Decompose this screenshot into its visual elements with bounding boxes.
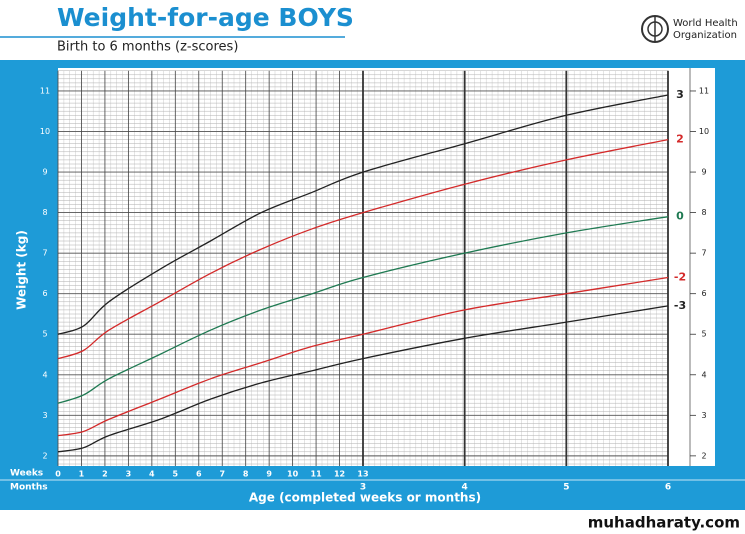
month-tick-label: 3 <box>360 483 366 493</box>
y-tick-label: 8 <box>701 208 706 217</box>
grid <box>57 70 696 466</box>
months-label: Months <box>10 483 48 493</box>
month-tick-label: 6 <box>665 483 671 493</box>
weeks-label: Weeks <box>10 469 43 479</box>
week-tick-label: 6 <box>196 470 202 479</box>
week-tick-label: 5 <box>173 470 179 479</box>
week-tick-label: 11 <box>311 470 323 479</box>
title: Weight-for-age BOYS <box>57 3 354 32</box>
z-score-line <box>57 138 669 360</box>
week-tick-label: 12 <box>334 470 345 479</box>
y-tick-label: 10 <box>699 127 709 136</box>
y-tick-label: 6 <box>701 289 706 298</box>
y-tick-label: 5 <box>42 330 47 339</box>
y-tick-label: 11 <box>699 86 709 95</box>
month-tick-label: 4 <box>462 483 468 493</box>
org-name: World Health <box>673 18 738 29</box>
org-name: Organization <box>673 30 737 41</box>
watermark: muhadharaty.com <box>588 514 740 532</box>
subtitle: Birth to 6 months (z-scores) <box>57 40 238 55</box>
week-tick-label: 13 <box>357 470 368 479</box>
legend-label: -2 <box>674 270 686 283</box>
week-tick-label: 2 <box>102 470 108 479</box>
y-tick-label: 7 <box>701 249 706 258</box>
y-tick-label: 8 <box>42 208 47 217</box>
y-tick-label: 2 <box>42 451 47 460</box>
z-score-line <box>57 94 669 335</box>
week-tick-label: 7 <box>219 470 225 479</box>
z-score-line <box>57 305 669 453</box>
watermark-bg <box>590 512 745 534</box>
y-tick-label: 10 <box>40 127 50 136</box>
y-tick-label: 3 <box>42 411 47 420</box>
week-tick-label: 3 <box>126 470 132 479</box>
week-tick-label: 0 <box>55 470 61 479</box>
legend-label: 3 <box>676 88 684 101</box>
legend-label: 0 <box>676 210 684 223</box>
y-tick-label: 9 <box>701 168 706 177</box>
marks <box>57 94 669 453</box>
y-tick-label: 4 <box>42 370 47 379</box>
z-score-line <box>57 216 669 404</box>
y-tick-label: 9 <box>42 168 47 177</box>
y-tick-label: 7 <box>42 249 47 258</box>
y-tick-label: 4 <box>701 370 706 379</box>
y-tick-label: 6 <box>42 289 47 298</box>
y-tick-label: 2 <box>701 451 706 460</box>
x-axis-label: Age (completed weeks or months) <box>249 491 481 505</box>
y-tick-label: 3 <box>701 411 706 420</box>
week-tick-label: 9 <box>266 470 272 479</box>
week-tick-label: 1 <box>79 470 85 479</box>
legend-label: 2 <box>676 133 684 146</box>
y-tick-label: 5 <box>701 330 706 339</box>
who-logo <box>641 15 669 43</box>
legend-label: -3 <box>674 299 686 312</box>
y-tick-label: 11 <box>40 86 50 95</box>
week-tick-label: 8 <box>243 470 249 479</box>
week-tick-label: 4 <box>149 470 155 479</box>
week-tick-label: 10 <box>287 470 299 479</box>
z-score-line <box>57 276 669 437</box>
month-tick-label: 5 <box>563 483 569 493</box>
y-axis-label: Weight (kg) <box>15 230 29 310</box>
